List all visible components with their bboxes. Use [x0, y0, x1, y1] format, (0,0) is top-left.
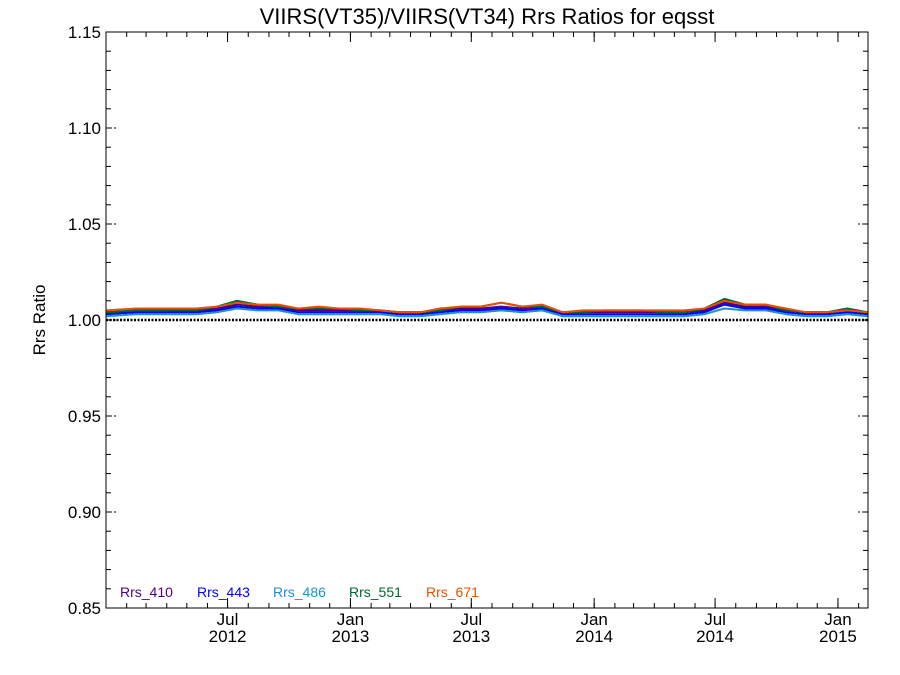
series-line-rrs-443	[105, 303, 869, 316]
plot-frame	[105, 31, 869, 609]
x-tick-month: Jul	[217, 610, 239, 629]
series-line-rrs-410	[106, 301, 869, 316]
x-tick-year: 2015	[819, 627, 857, 646]
x-tick-year: 2014	[575, 627, 613, 646]
y-tick-label: 1.10	[68, 119, 101, 138]
legend-item-rrs-486: Rrs_486	[273, 584, 326, 600]
chart-title: VIIRS(VT35)/VIIRS(VT34) Rrs Ratios for e…	[260, 4, 715, 29]
y-tick-label: 1.00	[68, 311, 101, 330]
x-tick-month: Jul	[704, 610, 726, 629]
x-tick-month: Jul	[460, 610, 482, 629]
y-tick-labels: 0.85 0.90 0.95 1.00 1.05 1.10 1.15	[68, 23, 101, 618]
x-tick-year: 2014	[696, 627, 734, 646]
series-lines	[105, 297, 869, 318]
series-line-rrs-671	[105, 299, 869, 314]
legend: Rrs_410 Rrs_443 Rrs_486 Rrs_551 Rrs_671	[120, 584, 479, 600]
y-tick-label: 0.95	[68, 407, 101, 426]
x-tick-labels: Jul2012Jan2013Jul2013Jan2014Jul2014Jan20…	[209, 610, 857, 646]
legend-item-rrs-671: Rrs_671	[426, 584, 479, 600]
x-tick-year: 2013	[452, 627, 490, 646]
y-tick-label: 1.15	[68, 23, 101, 42]
x-tick-month: Jan	[337, 610, 364, 629]
x-tick-year: 2012	[209, 627, 247, 646]
y-tick-label: 1.05	[68, 215, 101, 234]
y-tick-label: 0.85	[68, 599, 101, 618]
legend-item-rrs-410: Rrs_410	[120, 584, 173, 600]
series-line-rrs-486	[105, 307, 869, 318]
legend-item-rrs-551: Rrs_551	[349, 584, 402, 600]
y-axis-label: Rrs Ratio	[30, 285, 49, 356]
x-tick-month: Jan	[580, 610, 607, 629]
x-tick-month: Jan	[824, 610, 851, 629]
x-tick-year: 2013	[332, 627, 370, 646]
legend-item-rrs-443: Rrs_443	[197, 584, 250, 600]
y-tick-label: 0.90	[68, 503, 101, 522]
